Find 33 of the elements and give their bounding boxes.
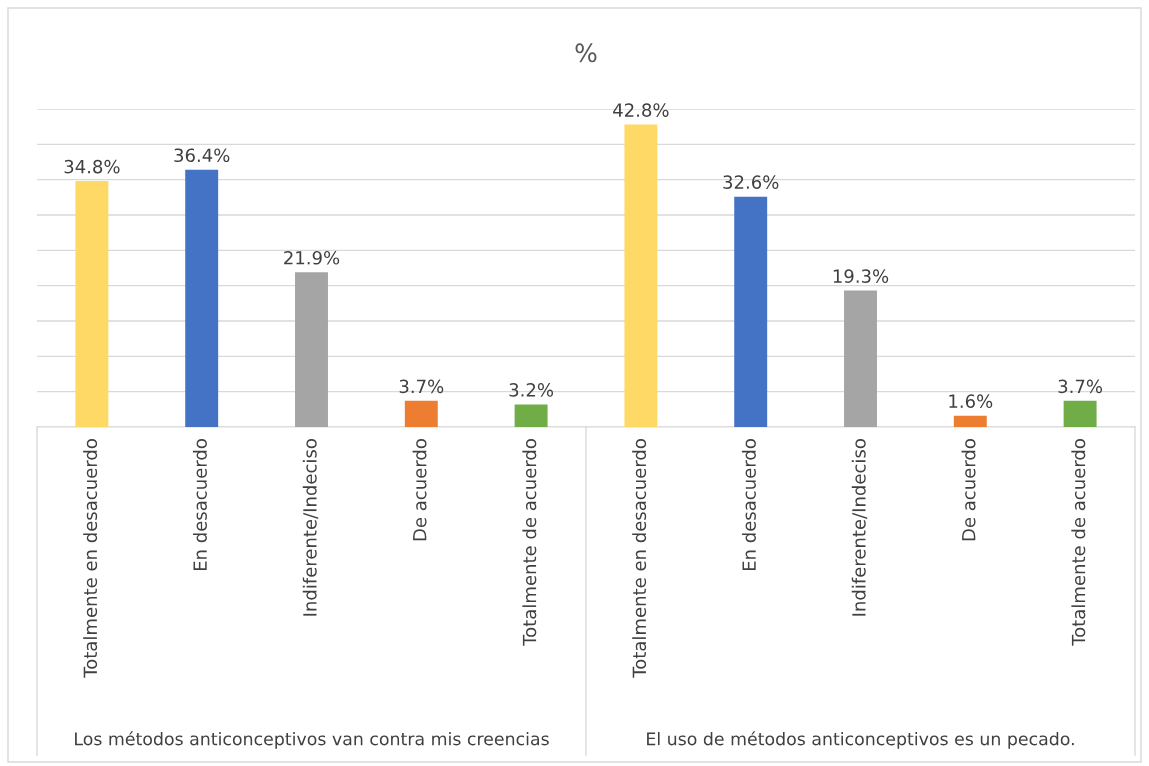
x-tick-label: Totalmente en desacuerdo (83, 439, 98, 678)
data-label: 3.2% (509, 383, 554, 397)
bar (953, 415, 987, 427)
data-label: 3.7% (399, 379, 444, 394)
data-label: 3.7% (1058, 379, 1103, 394)
data-label: 36.4% (174, 148, 230, 163)
bar (844, 290, 877, 427)
text: El uso de métodos anticonceptivos es un pecado. (647, 731, 1074, 749)
bar (185, 169, 219, 427)
x-tick-label: En desacuerdo (192, 439, 207, 571)
bar (624, 124, 658, 427)
data-label: 32.6% (723, 175, 779, 189)
bar (734, 196, 768, 427)
x-tick-label: De acuerdo (412, 439, 427, 541)
data-label: 42.8% (613, 103, 669, 117)
bar (75, 181, 109, 427)
data-label: 1.6% (949, 394, 993, 409)
bar (514, 404, 548, 427)
text: Los métodos anticonceptivos van contra mis creencias (75, 731, 549, 749)
data-label: 21.9% (284, 250, 340, 265)
data-label: 34.8% (64, 159, 120, 174)
x-tick-label: Indiferente/Indeciso (302, 439, 319, 616)
chart-title: % (575, 43, 597, 63)
x-tick-label: Totalmente en desacuerdo (632, 439, 647, 678)
x-tick-label: En desacuerdo (741, 439, 756, 571)
bar (295, 272, 328, 427)
x-tick-label: Totalmente de acuerdo (1071, 439, 1086, 646)
bar (1063, 400, 1097, 427)
x-tick-label: Indiferente/Indeciso (851, 439, 868, 616)
data-label: 19.3% (833, 269, 889, 283)
bar (404, 400, 438, 427)
x-tick-label: De acuerdo (961, 439, 976, 541)
x-tick-label: Totalmente de acuerdo (522, 439, 537, 646)
